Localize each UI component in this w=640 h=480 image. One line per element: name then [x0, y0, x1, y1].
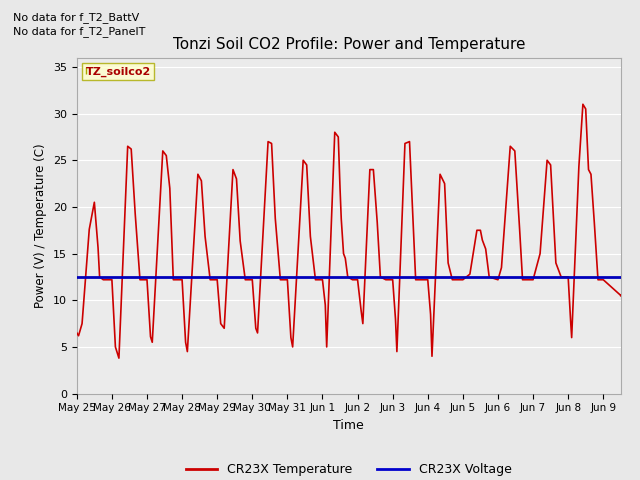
Title: Tonzi Soil CO2 Profile: Power and Temperature: Tonzi Soil CO2 Profile: Power and Temper…: [173, 37, 525, 52]
Legend: CR23X Temperature, CR23X Voltage: CR23X Temperature, CR23X Voltage: [181, 458, 516, 480]
Y-axis label: Power (V) / Temperature (C): Power (V) / Temperature (C): [35, 144, 47, 308]
Text: No data for f_T2_PanelT: No data for f_T2_PanelT: [13, 26, 145, 37]
Text: No data for f_T2_BattV: No data for f_T2_BattV: [13, 12, 139, 23]
X-axis label: Time: Time: [333, 419, 364, 432]
